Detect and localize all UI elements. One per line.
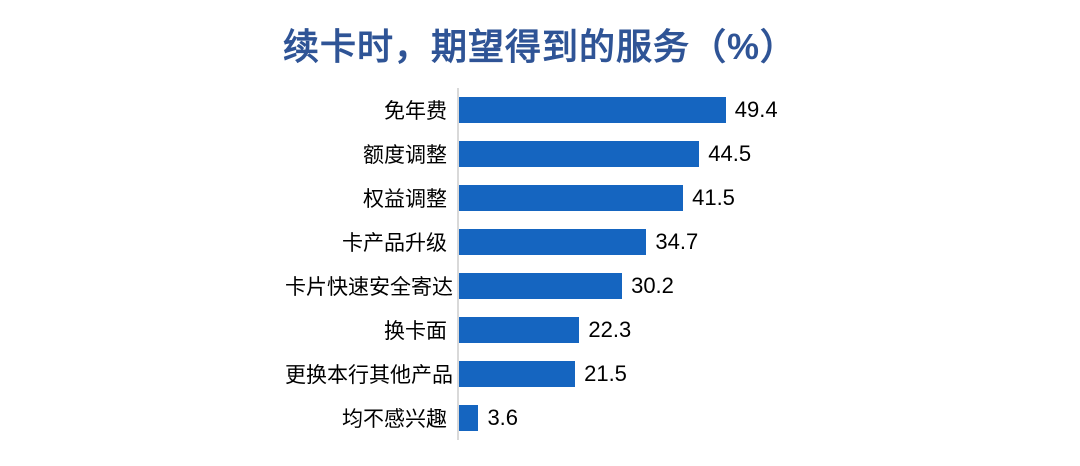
value-label: 34.7 [655,229,699,254]
row-plot: 49.4 [457,88,1039,132]
plot-area: 免年费 49.4 额度调整 44.5 权益调整 41.5 卡产品升级 34.7 卡片快速安全寄达… [285,88,1039,440]
row-plot: 34.7 [457,220,1039,264]
row-plot: 41.5 [457,176,1039,220]
category-label: 换卡面 [384,320,447,343]
category-label: 免年费 [384,100,447,123]
chart-row: 免年费 49.4 [285,88,1039,132]
row-plot: 44.5 [457,132,1039,176]
data-bar [459,273,623,299]
data-bar [459,185,684,211]
value-label: 49.4 [734,97,778,122]
data-bar [459,229,647,255]
row-plot: 3.6 [457,396,1039,440]
row-plot: 30.2 [457,264,1039,308]
data-bar [459,317,580,343]
data-bar [459,361,576,387]
value-label: 3.6 [487,405,519,430]
category-label: 额度调整 [363,144,447,167]
category-label: 卡产品升级 [342,232,447,255]
value-label: 44.5 [708,141,752,166]
chart-row: 卡片快速安全寄达 30.2 [285,264,1039,308]
category-label: 更换本行其他产品 [285,364,453,387]
bar-rows: 免年费 49.4 额度调整 44.5 权益调整 41.5 卡产品升级 34.7 卡片快速安全寄达… [285,88,1039,440]
chart-title: 续卡时，期望得到的服务（%） [282,26,797,67]
chart-row: 均不感兴趣 3.6 [285,396,1039,440]
category-label: 权益调整 [363,188,447,211]
category-label: 均不感兴趣 [342,408,447,431]
value-label: 22.3 [588,317,632,342]
value-label: 30.2 [631,273,674,298]
row-plot: 21.5 [457,352,1039,396]
data-bar [459,405,479,431]
data-bar [459,141,700,167]
chart-row: 额度调整 44.5 [285,132,1039,176]
category-label: 卡片快速安全寄达 [285,276,453,299]
chart-row: 更换本行其他产品 21.5 [285,352,1039,396]
value-label: 41.5 [692,185,735,210]
chart-row: 换卡面 22.3 [285,308,1039,352]
chart-row: 卡产品升级 34.7 [285,220,1039,264]
row-plot: 22.3 [457,308,1039,352]
chart-row: 权益调整 41.5 [285,176,1039,220]
data-bar [459,97,726,123]
value-label: 21.5 [584,361,627,386]
